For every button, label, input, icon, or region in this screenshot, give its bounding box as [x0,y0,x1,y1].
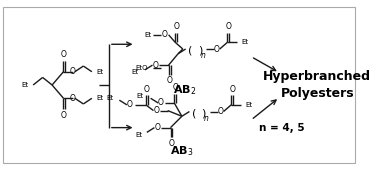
Text: EtO: EtO [135,65,148,71]
Text: O: O [60,110,67,120]
Text: Et: Et [131,69,138,75]
Text: O: O [162,30,168,39]
Text: Et: Et [144,32,151,38]
Text: AB$_3$: AB$_3$ [170,144,194,158]
Text: O: O [154,123,160,132]
Text: Hyperbranched
Polyesters: Hyperbranched Polyesters [263,70,371,100]
Text: O: O [144,84,150,94]
Text: O: O [229,84,235,94]
Text: O: O [153,106,159,115]
Text: AB$_2$: AB$_2$ [173,83,197,97]
Text: O: O [152,61,158,70]
Text: O: O [70,67,76,76]
Text: ): ) [201,108,206,118]
Text: (: ( [188,46,192,56]
Text: O: O [127,100,133,109]
Text: O: O [158,98,164,107]
Text: O: O [172,83,178,92]
Text: n: n [204,114,209,123]
Text: Et: Et [242,39,249,45]
Text: O: O [60,50,67,59]
Text: O: O [167,76,172,86]
Text: Et: Et [137,93,144,99]
Text: Et: Et [245,102,253,108]
Text: (: ( [192,108,196,118]
Text: O: O [173,22,179,31]
Text: n: n [200,51,205,60]
Text: Et: Et [97,95,104,101]
Text: O: O [169,139,174,148]
Text: O: O [214,45,220,54]
Text: O: O [70,94,76,103]
Text: ): ) [198,46,202,56]
Text: Et: Et [107,95,114,101]
Text: Et: Et [135,132,142,138]
Text: O: O [218,107,224,116]
Text: n = 4, 5: n = 4, 5 [259,123,305,133]
Text: Et: Et [21,82,28,88]
Text: O: O [225,22,231,31]
Text: Et: Et [97,69,104,75]
